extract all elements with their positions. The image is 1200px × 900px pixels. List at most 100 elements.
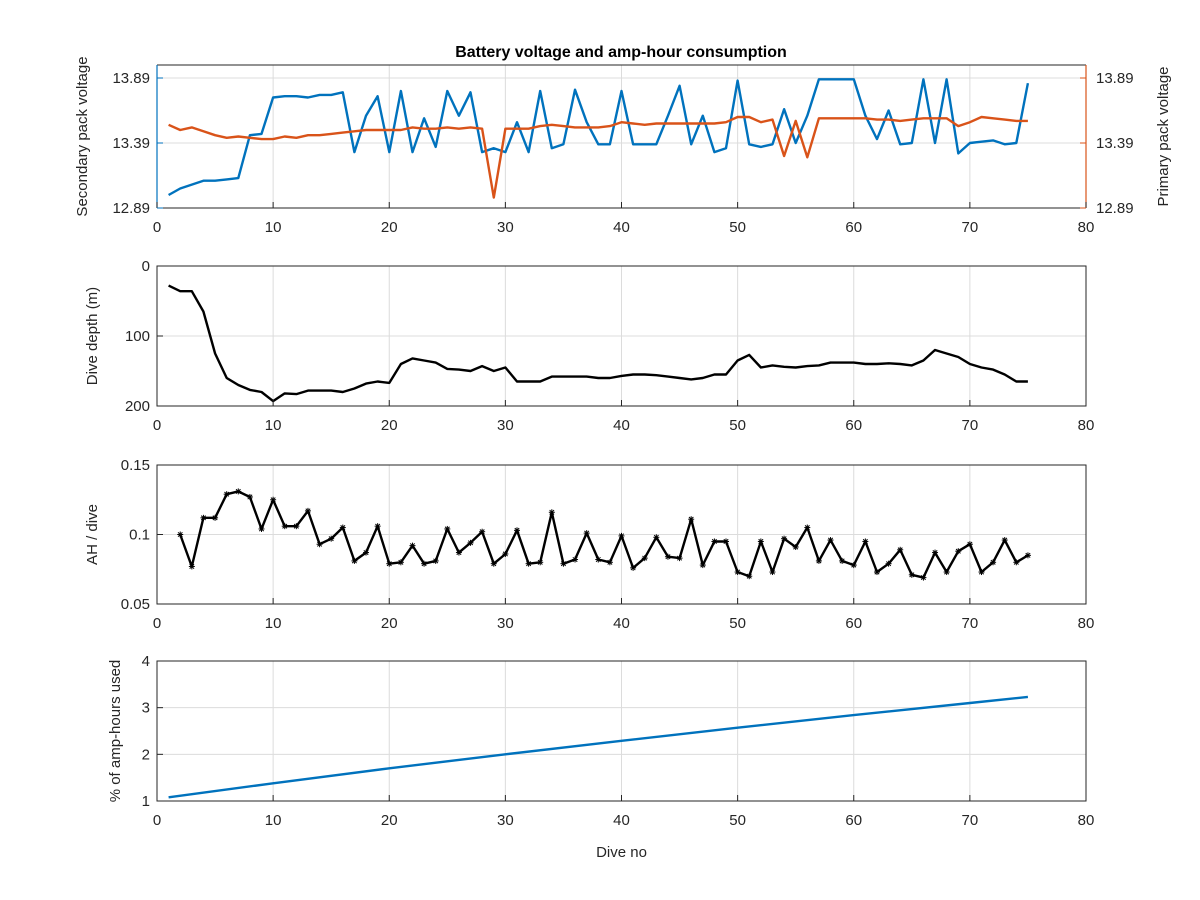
data-point-marker — [978, 569, 985, 576]
data-point-marker — [1024, 552, 1031, 559]
marker-stroke — [990, 559, 996, 565]
y-right-tick-label: 12.89 — [1096, 200, 1134, 217]
data-point-marker — [746, 573, 753, 580]
marker-stroke — [351, 558, 357, 564]
y-tick-label: 13.89 — [112, 70, 150, 87]
data-point-marker — [397, 559, 404, 566]
marker-stroke — [781, 536, 787, 542]
x-tick-label: 10 — [265, 417, 282, 434]
marker-stroke — [932, 550, 938, 556]
data-point-marker — [351, 557, 358, 564]
marker-stroke — [723, 538, 729, 545]
y-tick-label: 0.1 — [129, 527, 150, 544]
marker-stroke — [444, 526, 450, 532]
data-series-1 — [168, 284, 1028, 403]
x-tick-label: 40 — [613, 219, 630, 236]
marker-stroke — [200, 515, 207, 521]
data-point-marker — [1001, 537, 1008, 544]
x-tick-label: 50 — [729, 417, 746, 434]
x-tick-label: 50 — [729, 615, 746, 632]
x-tick-label: 60 — [845, 219, 862, 236]
marker-stroke — [967, 541, 973, 547]
marker-stroke — [212, 515, 218, 521]
x-tick-label: 10 — [265, 615, 282, 632]
y-right-tick-label: 13.89 — [1096, 70, 1134, 87]
marker-stroke — [433, 558, 439, 564]
data-point-marker — [606, 559, 613, 566]
data-point-marker — [734, 569, 741, 576]
marker-stroke — [560, 561, 566, 567]
data-point-marker — [258, 525, 265, 532]
data-point-marker — [781, 535, 788, 542]
marker-stroke — [735, 569, 741, 575]
x-tick-label: 70 — [962, 417, 979, 434]
marker-stroke — [328, 536, 334, 542]
marker-stroke — [978, 569, 985, 575]
data-point-marker — [246, 493, 253, 500]
data-point-marker — [235, 488, 242, 495]
data-point-marker — [421, 560, 428, 567]
marker-stroke — [862, 538, 868, 545]
marker-stroke — [642, 555, 648, 561]
data-point-marker — [688, 516, 695, 523]
data-series-2 — [168, 115, 1028, 199]
x-tick-label: 80 — [1078, 417, 1095, 434]
marker-stroke — [398, 559, 404, 565]
data-point-marker — [897, 546, 904, 553]
marker-stroke — [258, 526, 265, 532]
x-tick-label: 20 — [381, 812, 398, 829]
data-point-marker — [270, 496, 277, 503]
y-right-tick-label: 13.39 — [1096, 135, 1134, 152]
marker-stroke — [491, 561, 497, 567]
data-point-marker — [908, 571, 915, 578]
x-tick-label: 0 — [153, 219, 161, 236]
data-point-marker — [699, 562, 706, 569]
data-point-marker — [618, 532, 625, 539]
data-series-1 — [168, 695, 1029, 799]
marker-stroke — [665, 554, 671, 560]
data-point-marker — [769, 569, 776, 576]
x-tick-label: 50 — [729, 219, 746, 236]
data-point-marker — [537, 559, 544, 566]
marker-stroke — [189, 563, 195, 570]
marker-stroke — [827, 537, 834, 543]
marker-stroke — [386, 561, 392, 567]
y-right-axis-label: Primary pack voltage — [1155, 66, 1172, 206]
data-point-marker — [676, 555, 683, 562]
data-point-marker — [943, 569, 950, 576]
data-point-marker — [630, 564, 637, 571]
marker-stroke — [955, 548, 961, 554]
marker-stroke — [282, 523, 288, 529]
data-point-marker — [850, 562, 857, 569]
marker-stroke — [1025, 552, 1031, 558]
data-point-marker — [409, 542, 416, 549]
marker-stroke — [944, 569, 950, 575]
marker-stroke — [456, 550, 462, 556]
marker-stroke — [549, 509, 555, 515]
x-tick-label: 20 — [381, 417, 398, 434]
data-point-marker — [792, 544, 799, 551]
y-tick-label: 12.89 — [112, 200, 150, 217]
marker-stroke — [758, 538, 764, 545]
x-tick-label: 10 — [265, 812, 282, 829]
x-tick-label: 0 — [153, 615, 161, 632]
marker-stroke — [793, 544, 799, 550]
y-tick-label: 1 — [142, 793, 150, 810]
data-point-marker — [386, 560, 393, 567]
marker-stroke — [293, 523, 299, 529]
x-tick-label: 80 — [1078, 615, 1095, 632]
marker-stroke — [537, 559, 543, 565]
marker-stroke — [816, 558, 822, 564]
data-point-marker — [200, 514, 207, 521]
marker-stroke — [630, 565, 636, 571]
data-point-marker — [363, 549, 370, 556]
data-point-marker — [862, 538, 869, 545]
marker-stroke — [1013, 559, 1019, 565]
axes-container: 0 10 20 30 40 50 60 70 8012.8913.3913.8912.8913.… — [74, 56, 1172, 861]
x-tick-label: 0 — [153, 417, 161, 434]
data-point-marker — [641, 555, 648, 562]
y-tick-label: 0.05 — [121, 596, 150, 613]
x-tick-label: 30 — [497, 219, 514, 236]
